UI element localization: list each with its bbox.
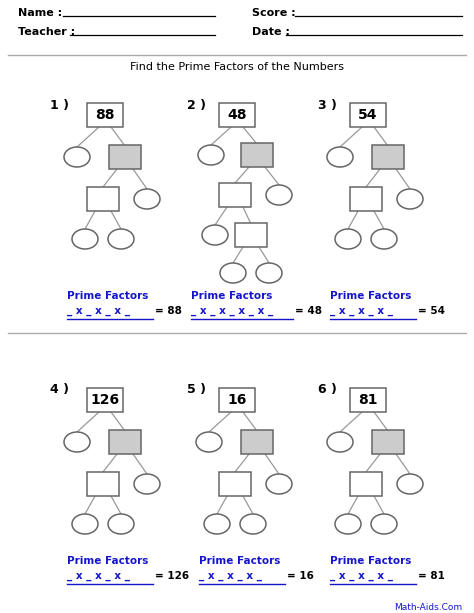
Text: Prime Factors: Prime Factors (330, 556, 411, 566)
Ellipse shape (327, 147, 353, 167)
Text: 126: 126 (91, 393, 119, 407)
Ellipse shape (202, 225, 228, 245)
Ellipse shape (108, 229, 134, 249)
Ellipse shape (266, 185, 292, 205)
Ellipse shape (220, 263, 246, 283)
Ellipse shape (72, 229, 98, 249)
Text: _ x _ x _ x _: _ x _ x _ x _ (199, 571, 262, 581)
Ellipse shape (64, 432, 90, 452)
Ellipse shape (335, 514, 361, 534)
Ellipse shape (198, 145, 224, 165)
Ellipse shape (240, 514, 266, 534)
Ellipse shape (371, 514, 397, 534)
Bar (241, 143, 273, 167)
Text: _ x _ x _ x _: _ x _ x _ x _ (330, 306, 393, 316)
Text: 88: 88 (95, 108, 115, 122)
Ellipse shape (108, 514, 134, 534)
Text: Prime Factors: Prime Factors (199, 556, 281, 566)
Text: 2 ): 2 ) (187, 99, 206, 112)
Ellipse shape (134, 474, 160, 494)
Text: Math-Aids.Com: Math-Aids.Com (394, 603, 462, 612)
Bar (372, 430, 404, 454)
Ellipse shape (335, 229, 361, 249)
Ellipse shape (327, 432, 353, 452)
Ellipse shape (397, 474, 423, 494)
Bar (241, 430, 273, 454)
Bar (350, 187, 382, 211)
Text: = 88: = 88 (155, 306, 182, 316)
Text: = 81: = 81 (418, 571, 445, 581)
Ellipse shape (64, 147, 90, 167)
Text: Teacher :: Teacher : (18, 27, 75, 37)
Bar (372, 145, 404, 169)
Bar (87, 388, 123, 412)
Text: = 54: = 54 (418, 306, 445, 316)
Bar (350, 103, 386, 127)
Text: Score :: Score : (252, 8, 296, 18)
Text: Prime Factors: Prime Factors (67, 291, 148, 301)
Bar (87, 103, 123, 127)
Text: 54: 54 (358, 108, 378, 122)
Bar (219, 472, 251, 496)
Text: = 48: = 48 (295, 306, 322, 316)
Text: 16: 16 (228, 393, 246, 407)
Ellipse shape (204, 514, 230, 534)
Text: 1 ): 1 ) (50, 99, 69, 112)
Text: Find the Prime Factors of the Numbers: Find the Prime Factors of the Numbers (130, 62, 344, 72)
Bar (350, 388, 386, 412)
Text: 5 ): 5 ) (187, 384, 206, 397)
Bar (87, 472, 119, 496)
Ellipse shape (196, 432, 222, 452)
Text: _ x _ x _ x _: _ x _ x _ x _ (67, 571, 130, 581)
Text: 4 ): 4 ) (50, 384, 69, 397)
Text: Prime Factors: Prime Factors (67, 556, 148, 566)
Bar (219, 388, 255, 412)
Text: = 126: = 126 (155, 571, 189, 581)
Ellipse shape (256, 263, 282, 283)
Bar (219, 103, 255, 127)
Ellipse shape (266, 474, 292, 494)
Text: Name :: Name : (18, 8, 62, 18)
Text: _ x _ x _ x _ x _: _ x _ x _ x _ x _ (191, 306, 273, 316)
Text: 6 ): 6 ) (318, 384, 337, 397)
Text: 81: 81 (358, 393, 378, 407)
Bar (109, 430, 141, 454)
Text: = 16: = 16 (287, 571, 314, 581)
Text: _ x _ x _ x _: _ x _ x _ x _ (330, 571, 393, 581)
Ellipse shape (371, 229, 397, 249)
Text: _ x _ x _ x _: _ x _ x _ x _ (67, 306, 130, 316)
Ellipse shape (134, 189, 160, 209)
Text: 48: 48 (227, 108, 247, 122)
Ellipse shape (397, 189, 423, 209)
Bar (109, 145, 141, 169)
Text: Prime Factors: Prime Factors (191, 291, 273, 301)
Bar (350, 472, 382, 496)
Bar (87, 187, 119, 211)
Text: 3 ): 3 ) (318, 99, 337, 112)
Bar (219, 183, 251, 207)
Text: Prime Factors: Prime Factors (330, 291, 411, 301)
Ellipse shape (72, 514, 98, 534)
Text: Date :: Date : (252, 27, 290, 37)
Bar (235, 223, 267, 247)
